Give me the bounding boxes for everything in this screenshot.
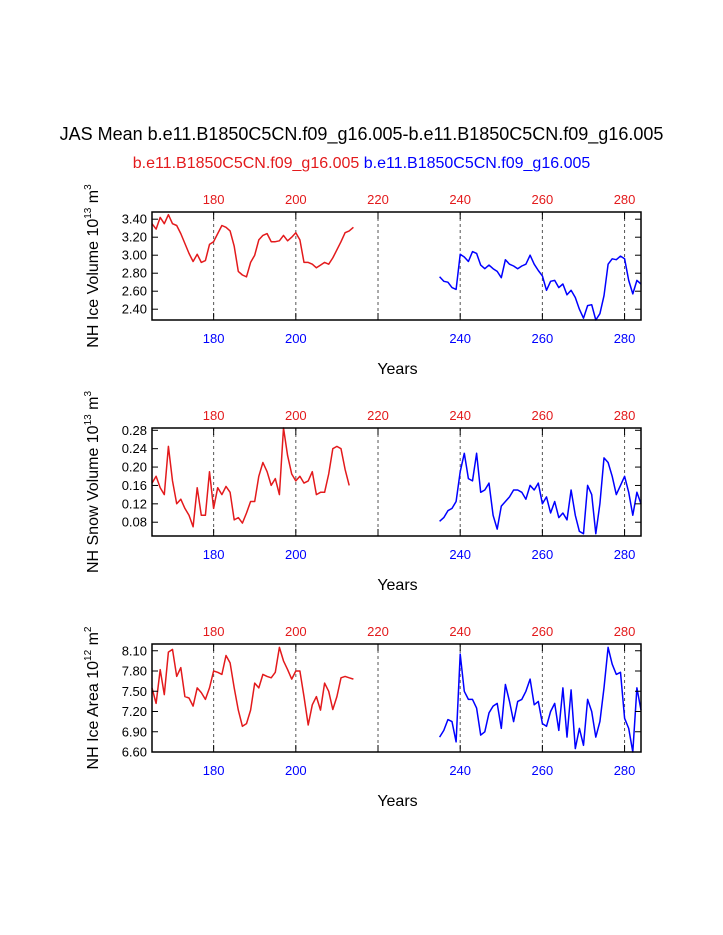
chart-panel-1: 3.40 3.20 3.00 2.80 2.60 2.40 180 180 200 200 220 2… (83, 184, 642, 378)
top-tick-label: 260 (532, 192, 554, 207)
y-axis-label-exponent: 13 (83, 414, 94, 426)
plot-frame (151, 643, 642, 753)
y-tick-label: 3.20 (122, 230, 147, 245)
y-tick-label: 2.60 (122, 284, 147, 299)
bottom-tick-label: 200 (285, 763, 307, 778)
subtitle-left: b.e11.B1850C5CN.f09_g16.005 (132, 155, 360, 172)
y-tick-label: 8.10 (122, 643, 147, 658)
y-axis-label-part: m (85, 190, 102, 208)
bottom-tick-label: 200 (285, 547, 307, 562)
y-tick-label: 2.80 (122, 266, 147, 281)
top-tick-label: 280 (614, 624, 636, 639)
top-tick-label: 180 (203, 624, 225, 639)
series-line-red (151, 646, 354, 728)
bottom-tick-label: 180 (203, 763, 225, 778)
y-tick-label: 0.28 (122, 423, 147, 438)
y-tick-label: 0.24 (122, 441, 147, 456)
y-axis-label-exponent: 3 (83, 391, 94, 397)
bottom-tick-label: 240 (449, 547, 471, 562)
y-axis-label-part: NH Snow Volume 10 (85, 425, 102, 573)
series-line-blue (438, 646, 642, 753)
y-axis-label-exponent: 13 (83, 207, 94, 219)
bottom-tick-label: 240 (449, 763, 471, 778)
y-axis-label: NH Snow Volume 1013 m3 (83, 391, 102, 574)
x-axis-label: Years (377, 793, 417, 810)
bottom-tick-label: 280 (614, 763, 636, 778)
bottom-tick-label: 280 (614, 331, 636, 346)
y-tick-label: 7.50 (122, 684, 147, 699)
y-tick-label: 6.90 (122, 724, 147, 739)
top-tick-label: 180 (203, 408, 225, 423)
plot-frame (151, 427, 642, 537)
bottom-tick-label: 180 (203, 547, 225, 562)
y-tick-label: 7.20 (122, 704, 147, 719)
top-tick-label: 220 (367, 192, 389, 207)
bottom-tick-label: 280 (614, 547, 636, 562)
bottom-tick-label: 240 (449, 331, 471, 346)
y-axis-label-exponent: 3 (83, 184, 94, 190)
top-tick-label: 220 (367, 624, 389, 639)
chart-subtitles: b.e11.B1850C5CN.f09_g16.005 b.e11.B1850C… (0, 155, 723, 173)
top-tick-label: 260 (532, 408, 554, 423)
top-tick-label: 240 (449, 408, 471, 423)
top-tick-label: 240 (449, 624, 471, 639)
y-tick-label: 7.80 (122, 664, 147, 679)
top-tick-label: 220 (367, 408, 389, 423)
bottom-tick-label: 260 (532, 547, 554, 562)
y-tick-label: 0.12 (122, 496, 147, 511)
subtitle-right: b.e11.B1850C5CN.f09_g16.005 (363, 155, 591, 172)
y-tick-label: 3.40 (122, 212, 147, 227)
y-tick-label: 2.40 (122, 302, 147, 317)
chart-panel-3: 8.10 7.80 7.50 7.20 6.90 6.60 180 180 200 200 220 2… (83, 624, 642, 810)
top-tick-label: 280 (614, 192, 636, 207)
y-axis-label-exponent: 2 (83, 626, 94, 632)
series-line-blue (439, 452, 642, 535)
y-axis-label-part: NH Ice Volume 10 (85, 219, 102, 348)
y-tick-label: 6.60 (122, 745, 147, 760)
series-line-blue (439, 250, 642, 321)
top-tick-label: 260 (532, 624, 554, 639)
top-tick-label: 180 (203, 192, 225, 207)
bottom-tick-label: 200 (285, 331, 307, 346)
top-tick-label: 240 (449, 192, 471, 207)
x-axis-label: Years (377, 361, 417, 378)
series-line-red (151, 213, 354, 278)
y-tick-label: 0.16 (122, 478, 147, 493)
bottom-tick-label: 260 (532, 331, 554, 346)
y-axis-label-part: m (85, 632, 102, 650)
y-tick-label: 0.20 (122, 460, 147, 475)
series-line-red (151, 427, 350, 528)
top-tick-label: 200 (285, 192, 307, 207)
top-tick-label: 200 (285, 408, 307, 423)
chart-title: JAS Mean b.e11.B1850C5CN.f09_g16.005-b.e… (59, 124, 664, 144)
top-tick-label: 200 (285, 624, 307, 639)
x-axis-label: Years (377, 577, 417, 594)
top-tick-label: 280 (614, 408, 636, 423)
chart-panel-2: 0.28 0.24 0.20 0.16 0.12 0.08 180 180 200 200 220 2… (83, 391, 642, 594)
y-tick-label: 0.08 (122, 515, 147, 530)
y-axis-label-part: NH Ice Area 10 (85, 661, 102, 770)
y-axis-label-exponent: 12 (83, 649, 94, 661)
y-axis-label: NH Ice Volume 1013 m3 (83, 184, 102, 348)
y-axis-label: NH Ice Area 1012 m2 (83, 626, 102, 769)
y-axis-label-part: m (85, 397, 102, 415)
bottom-tick-label: 180 (203, 331, 225, 346)
y-tick-label: 3.00 (122, 248, 147, 263)
bottom-tick-label: 260 (532, 763, 554, 778)
plot-frame (151, 211, 642, 321)
